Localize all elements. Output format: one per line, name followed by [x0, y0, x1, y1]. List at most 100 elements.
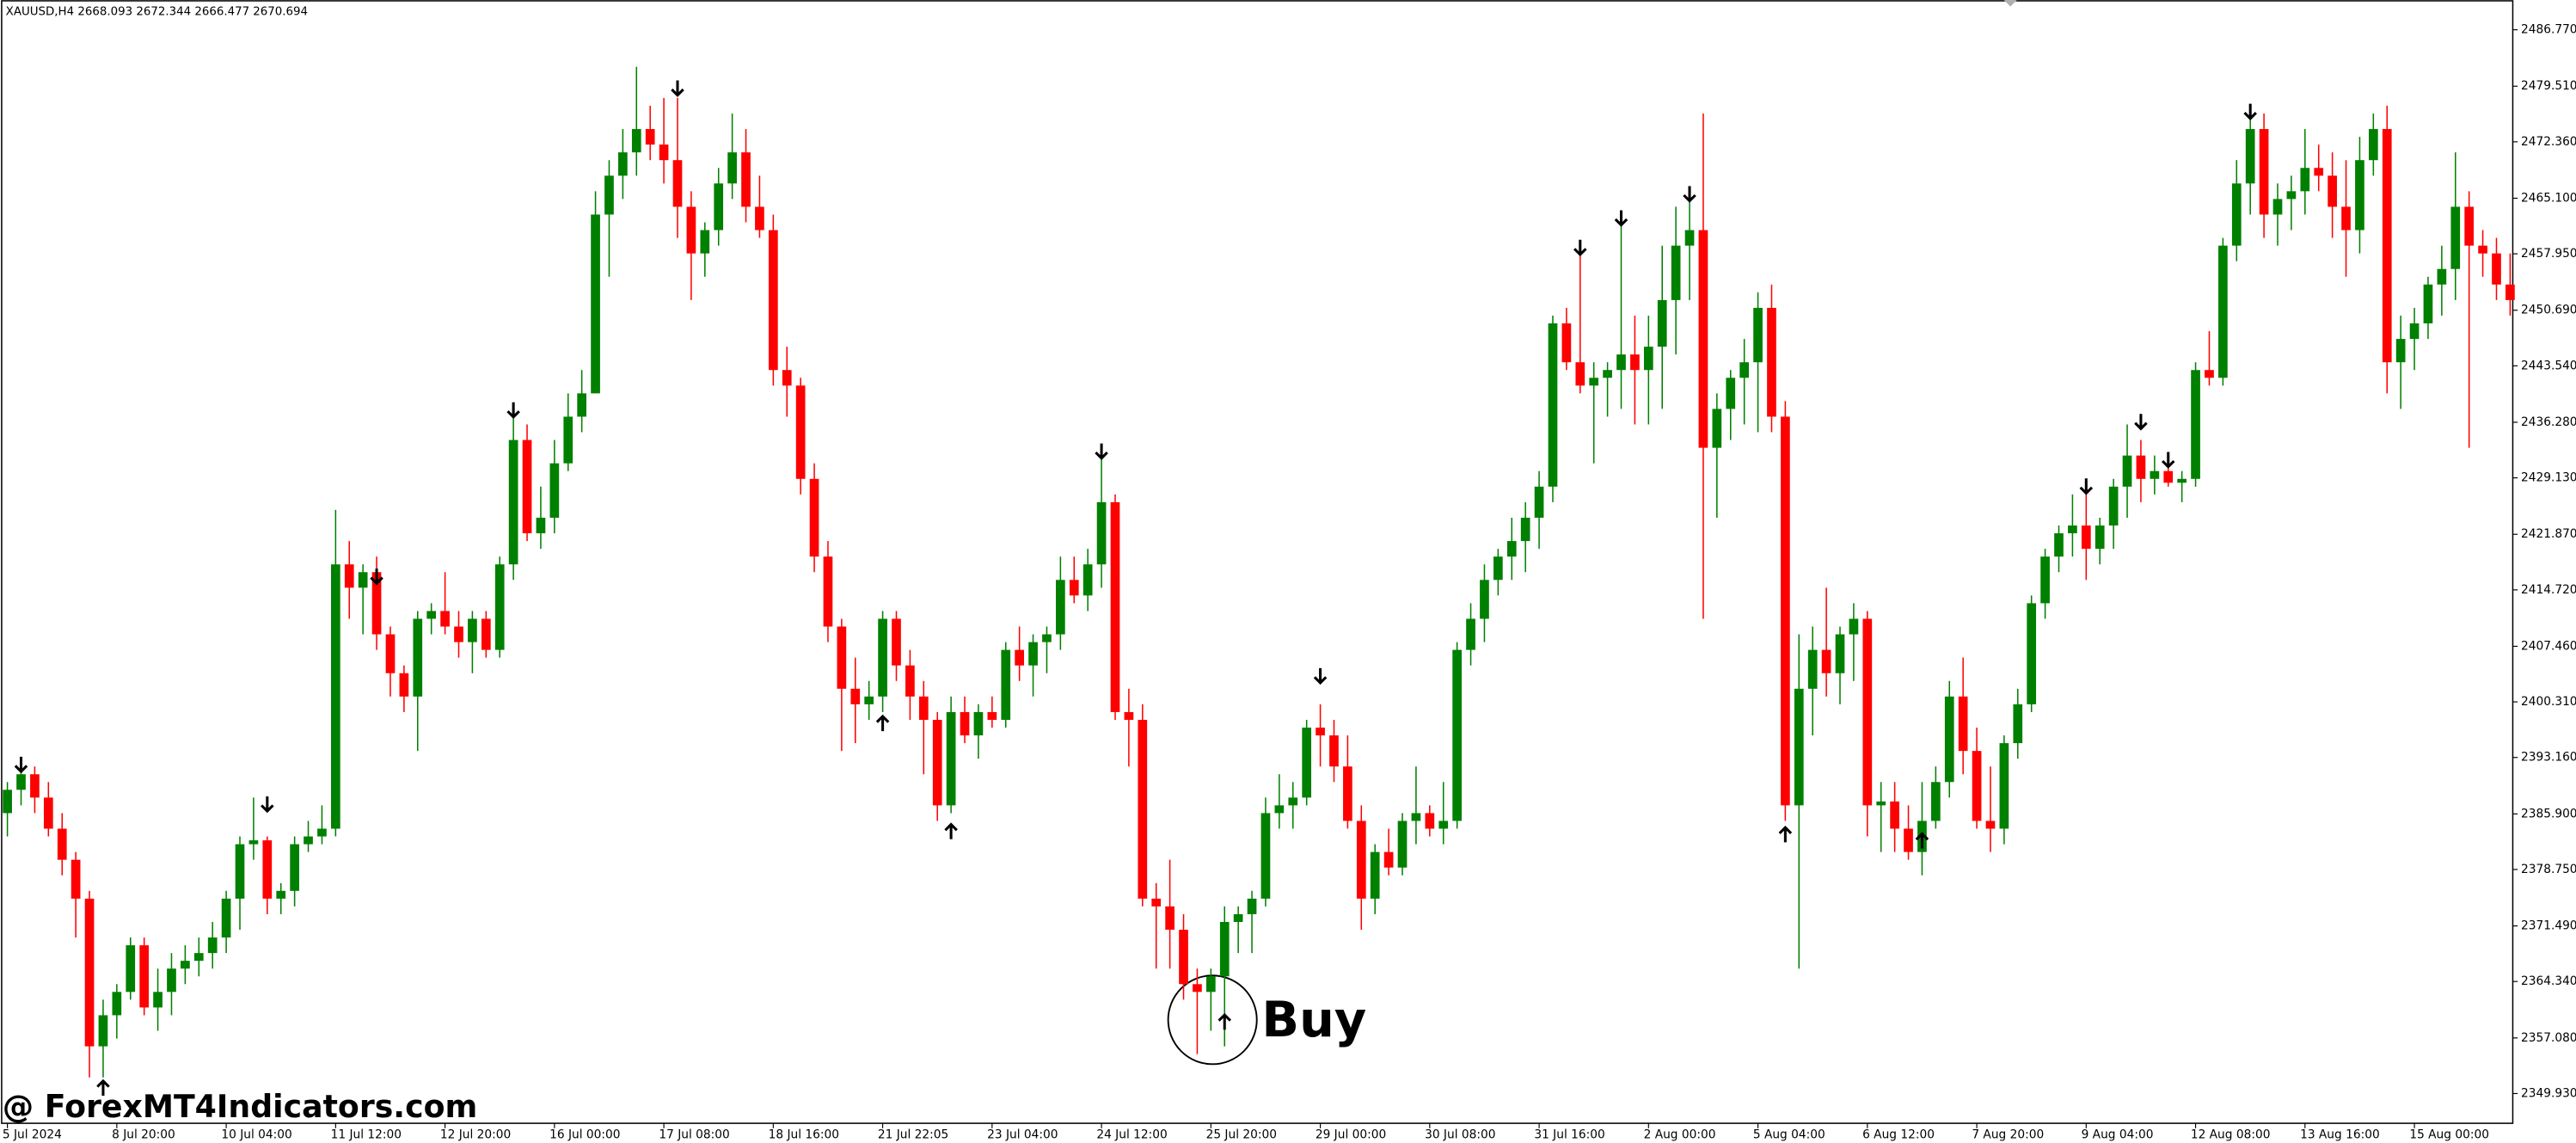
candle-body	[1288, 797, 1298, 806]
candle-body	[1561, 323, 1572, 363]
candle-body	[2437, 268, 2447, 285]
candle-body	[755, 206, 764, 230]
candle-body	[2409, 323, 2420, 340]
candle-body	[344, 564, 354, 588]
candle-body	[331, 564, 340, 829]
sell-arrow	[2161, 452, 2175, 469]
x-tick-label: 8 Jul 20:00	[112, 1128, 175, 1141]
y-tick-label: 2400.310	[2521, 695, 2576, 709]
y-tick-label: 2364.340	[2521, 974, 2576, 988]
candle-body	[1904, 828, 1913, 852]
candle-body	[317, 828, 327, 837]
candle-body	[1480, 580, 1489, 619]
candle-body	[522, 439, 532, 534]
candle-body	[1781, 416, 1790, 806]
candle-body	[1260, 813, 1271, 899]
candle-body	[2150, 470, 2160, 479]
candle-body	[248, 840, 259, 845]
candle-body	[782, 370, 792, 386]
candle-body	[672, 160, 683, 207]
sell-arrow	[1573, 239, 1587, 257]
candle-body	[1726, 378, 1736, 409]
candle-body	[358, 572, 368, 588]
candle-body	[946, 711, 956, 806]
x-tick-label: 2 Aug 00:00	[1644, 1128, 1716, 1141]
x-tick-label: 6 Aug 12:00	[1862, 1128, 1935, 1141]
candle-body	[1015, 649, 1024, 666]
candle-body	[2423, 284, 2433, 324]
candle-body	[2218, 245, 2228, 378]
candle-body	[1548, 323, 1558, 487]
candle-body	[1616, 354, 1626, 371]
y-tick-label: 2357.080	[2521, 1031, 2576, 1045]
candle-body	[16, 774, 26, 790]
candle-body	[1165, 906, 1175, 931]
candle-body	[1493, 556, 1503, 581]
candle-body	[1247, 898, 1257, 914]
candle-body	[2095, 525, 2105, 550]
candle-body	[1383, 851, 1394, 868]
candle-body	[1042, 634, 1052, 642]
x-tick-label: 24 Jul 12:00	[1096, 1128, 1167, 1141]
candle-body	[2205, 370, 2214, 378]
candle-body	[1302, 728, 1312, 798]
sell-arrow	[370, 568, 383, 586]
candle-body	[1466, 618, 1475, 650]
candle-body	[2231, 183, 2242, 246]
candle-body	[2395, 339, 2406, 363]
y-tick-label: 2371.490	[2521, 919, 2576, 933]
candle-body	[1274, 805, 1285, 814]
candle-body	[1876, 801, 1886, 806]
y-tick-label: 2429.130	[2521, 471, 2576, 485]
x-tick-label: 15 Aug 00:00	[2409, 1128, 2489, 1141]
candle-body	[2368, 129, 2378, 161]
candle-body	[1179, 930, 1188, 985]
candle-body	[809, 478, 819, 557]
candle-body	[221, 898, 231, 938]
candle-body	[577, 393, 587, 417]
candle-body	[2054, 533, 2064, 557]
candle-body	[987, 711, 997, 720]
candle-body	[1001, 649, 1011, 720]
candle-body	[1835, 634, 1845, 673]
sell-arrow	[2243, 103, 2257, 120]
candle-body	[1534, 486, 1544, 518]
candle-body	[1083, 564, 1093, 596]
candle-body	[1096, 501, 1107, 565]
candle-body	[2328, 175, 2337, 207]
candle-body	[1807, 649, 1818, 689]
y-tick-label: 2450.690	[2521, 304, 2576, 317]
candle-body	[1589, 378, 1599, 386]
candle-body	[440, 611, 450, 627]
candle-body	[2136, 455, 2146, 479]
candle-body	[618, 152, 628, 176]
candle-body	[1931, 782, 1941, 821]
x-tick-label: 29 Jul 00:00	[1316, 1128, 1386, 1141]
candle-body	[43, 797, 53, 829]
x-tick-label: 31 Jul 16:00	[1534, 1128, 1604, 1141]
candle-body	[1397, 820, 1408, 868]
sell-arrow	[261, 796, 274, 814]
candle-body	[1028, 642, 1038, 666]
candle-body	[1506, 541, 1517, 557]
candle-body	[1890, 801, 1899, 829]
symbol-info: XAUUSD,H4 2668.093 2672.344 2666.477 267…	[6, 5, 308, 18]
candle-body	[563, 416, 573, 464]
sell-arrow	[506, 402, 520, 420]
candle-body	[1425, 813, 1435, 829]
candle-body	[2040, 556, 2050, 604]
candle-body	[2163, 470, 2174, 483]
candle-body	[1056, 580, 1065, 635]
candle-body	[1643, 347, 1653, 371]
candle-body	[645, 129, 655, 145]
x-tick-label: 5 Jul 2024	[3, 1128, 62, 1141]
candle-body	[2314, 168, 2324, 176]
candle-body	[167, 968, 176, 992]
buy-arrow	[875, 714, 890, 732]
candle-body	[2300, 168, 2310, 192]
candle-body	[1849, 618, 1859, 635]
candle-body	[1316, 728, 1325, 736]
buy-arrow	[1915, 832, 1929, 849]
